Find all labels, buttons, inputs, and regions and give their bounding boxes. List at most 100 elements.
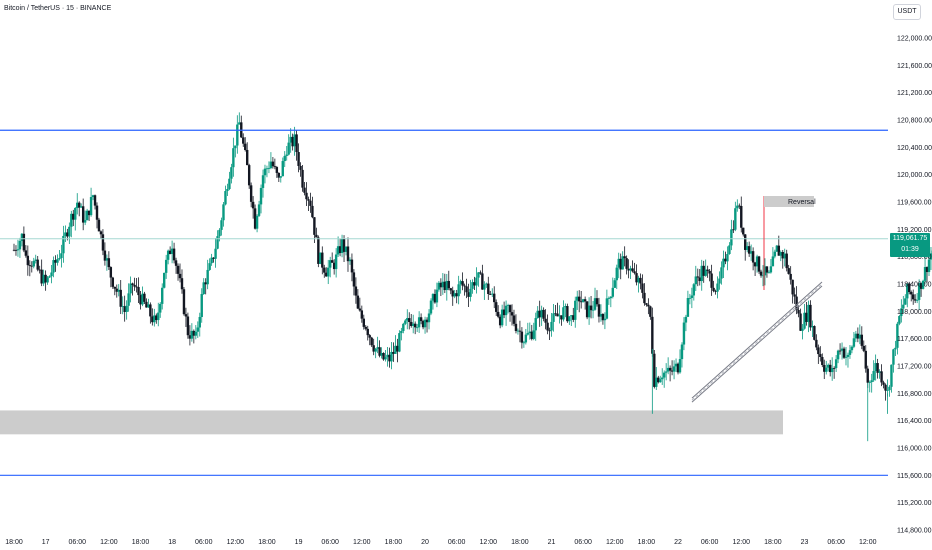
y-tick-label: 117,600.00 — [897, 336, 932, 343]
candle-body — [162, 272, 166, 288]
candle-body — [854, 333, 858, 339]
candle-body — [892, 349, 895, 365]
candle-body — [350, 259, 354, 273]
y-tick-label: 122,000.00 — [897, 36, 932, 43]
trendline-upper[interactable] — [691, 281, 823, 399]
candle-body — [143, 293, 146, 302]
y-axis: 122,000.00 121,600.00 121,200.00 120,800.00… — [897, 36, 932, 535]
candle-body — [330, 260, 334, 263]
candle-body — [534, 318, 537, 331]
candle-body — [366, 328, 369, 336]
candle-body — [58, 258, 61, 260]
candle-body — [744, 234, 747, 250]
candle-body — [763, 266, 767, 276]
candle-body — [795, 296, 798, 311]
candle-body — [378, 347, 381, 356]
candle-body — [338, 246, 342, 254]
candle-body — [765, 266, 769, 273]
candle-body — [431, 293, 435, 301]
candle-body — [394, 345, 397, 354]
candle-body — [224, 191, 227, 205]
candle-body — [572, 315, 575, 320]
x-tick-label: 12:00 — [227, 539, 245, 546]
candle-body — [261, 175, 265, 188]
candle-body — [97, 219, 101, 232]
candle-body — [510, 312, 514, 316]
candle-body — [714, 290, 717, 292]
candle-body — [443, 281, 447, 291]
candle-body — [121, 306, 124, 308]
candle-body — [556, 313, 559, 317]
candle-body — [759, 271, 763, 276]
x-tick-label: 18:00 — [5, 539, 23, 546]
candle-body — [91, 195, 95, 198]
candle-body — [251, 201, 255, 209]
candle-body — [277, 172, 281, 178]
candle-body — [921, 280, 925, 289]
candle-body — [528, 331, 532, 334]
candle-body — [435, 289, 439, 303]
x-tick-label: 18:00 — [764, 539, 782, 546]
candle-body — [757, 256, 761, 272]
candle-body — [823, 365, 826, 372]
candle-body — [716, 283, 719, 292]
candle-body — [791, 279, 794, 295]
candle-body — [253, 208, 257, 229]
candle-body — [641, 283, 644, 293]
candle-body — [753, 262, 757, 267]
candle-body — [79, 206, 83, 208]
candle-body — [390, 351, 393, 362]
candle-body — [78, 202, 81, 208]
candle-body — [200, 294, 203, 317]
current-price-value: 119,061.75 — [892, 235, 928, 242]
x-tick-label: 06:00 — [68, 539, 86, 546]
candle-body — [172, 248, 176, 261]
candle-body — [842, 348, 846, 358]
candle-body — [593, 298, 597, 310]
candle-body — [83, 220, 87, 223]
countdown-timer: 01:39 — [901, 246, 919, 253]
candle-body — [174, 260, 178, 266]
candle-body — [696, 276, 699, 278]
candle-body — [880, 371, 883, 383]
candle-body — [117, 289, 120, 292]
currency-button[interactable]: USDT — [893, 4, 921, 20]
candle-body — [364, 326, 367, 329]
candle-body — [807, 304, 810, 322]
candle-body — [775, 245, 779, 252]
candle-body — [700, 265, 703, 282]
candle-body — [591, 309, 595, 311]
candle-body — [659, 379, 662, 383]
trendline-lower[interactable] — [691, 285, 823, 403]
candle-body — [544, 318, 547, 323]
candle-body — [688, 297, 692, 299]
candle-body — [809, 304, 812, 328]
x-tick-label: 06:00 — [827, 539, 845, 546]
candle-body — [180, 278, 184, 290]
candle-body — [674, 363, 678, 367]
candle-body — [105, 258, 109, 261]
candle-body — [481, 273, 484, 290]
reversal-label-box[interactable] — [764, 196, 814, 207]
candle-body — [576, 296, 579, 301]
candle-body — [352, 272, 356, 287]
candle-body — [16, 249, 20, 251]
candle-body — [722, 258, 725, 268]
candle-body — [332, 262, 336, 270]
candle-body — [362, 318, 365, 327]
candle-body — [874, 363, 877, 372]
candle-body — [141, 293, 144, 305]
candle-body — [777, 245, 781, 256]
candle-body — [192, 330, 196, 336]
candle-body — [295, 134, 298, 153]
candle-body — [170, 248, 174, 254]
y-tick-label: 118,000.00 — [897, 309, 932, 316]
x-tick-label: 20 — [421, 539, 429, 546]
candle-body — [856, 333, 860, 339]
candle-body — [749, 251, 753, 254]
candle-body — [850, 346, 854, 351]
candle-body — [929, 253, 932, 260]
candle-body — [275, 167, 279, 173]
candle-body — [832, 368, 836, 369]
